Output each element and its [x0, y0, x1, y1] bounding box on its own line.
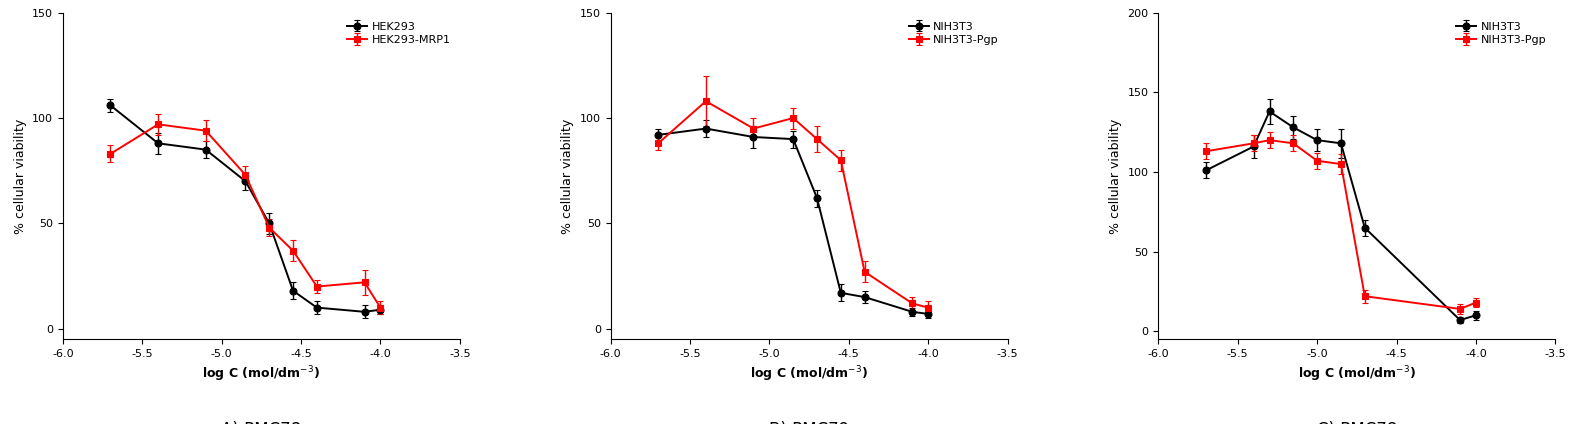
- Text: C) PMC78: C) PMC78: [1316, 421, 1397, 424]
- X-axis label: log C (mol/dm$^{-3}$): log C (mol/dm$^{-3}$): [749, 365, 869, 384]
- Legend: HEK293, HEK293-MRP1: HEK293, HEK293-MRP1: [344, 18, 454, 48]
- Y-axis label: % cellular viability: % cellular viability: [14, 118, 27, 234]
- Text: A) PMC78: A) PMC78: [222, 421, 302, 424]
- Legend: NIH3T3, NIH3T3-Pgp: NIH3T3, NIH3T3-Pgp: [905, 18, 1002, 48]
- Y-axis label: % cellular viability: % cellular viability: [1109, 118, 1122, 234]
- Legend: NIH3T3, NIH3T3-Pgp: NIH3T3, NIH3T3-Pgp: [1453, 18, 1549, 48]
- Text: B) PMC79: B) PMC79: [768, 421, 850, 424]
- X-axis label: log C (mol/dm$^{-3}$): log C (mol/dm$^{-3}$): [203, 365, 320, 384]
- X-axis label: log C (mol/dm$^{-3}$): log C (mol/dm$^{-3}$): [1298, 365, 1415, 384]
- Y-axis label: % cellular viability: % cellular viability: [561, 118, 575, 234]
